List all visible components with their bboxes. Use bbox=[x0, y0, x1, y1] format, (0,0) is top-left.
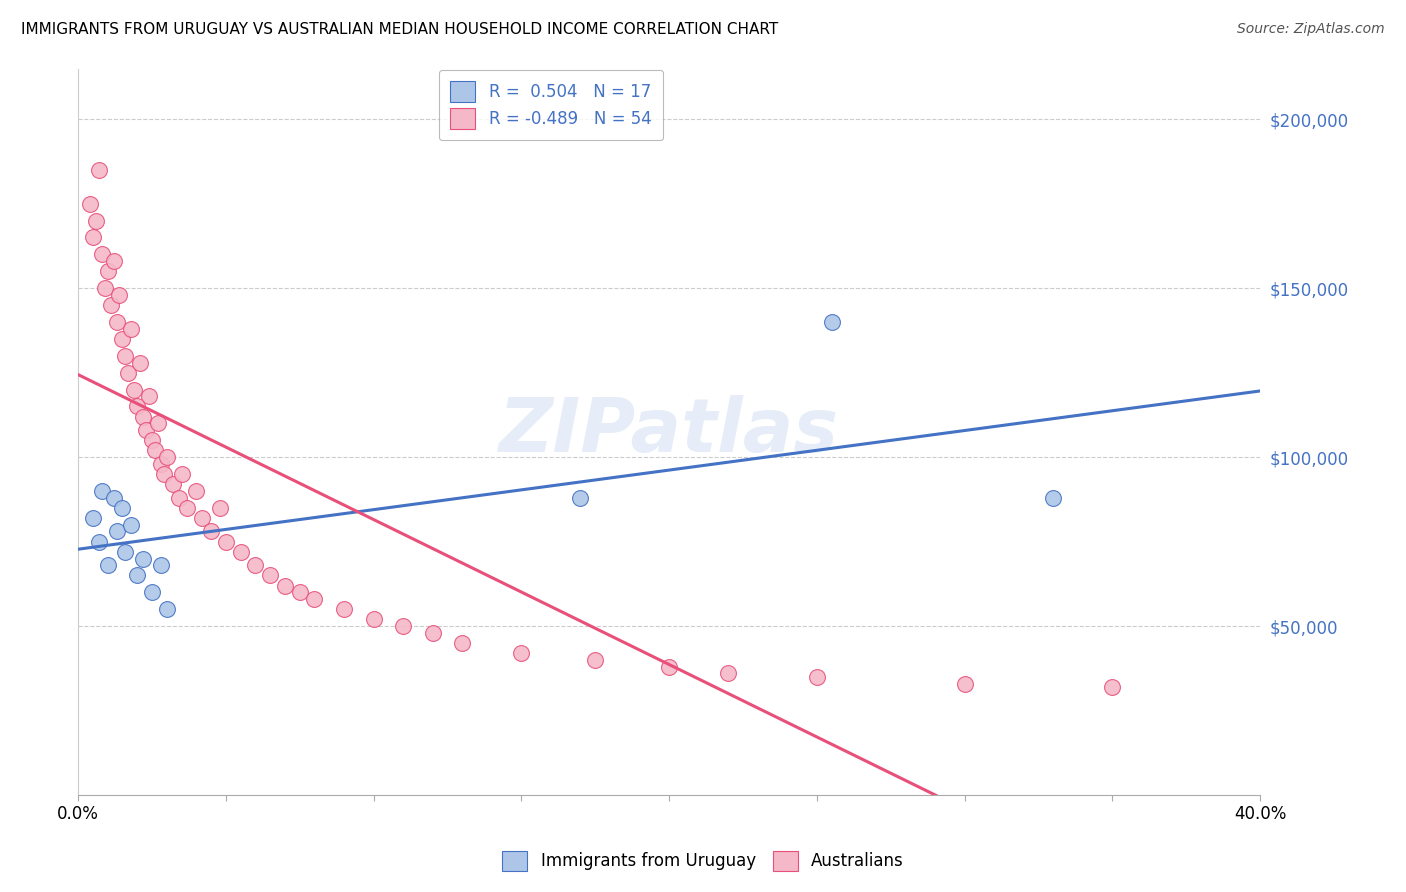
Point bbox=[156, 602, 179, 616]
Point bbox=[392, 619, 415, 633]
Point bbox=[108, 288, 131, 302]
Point bbox=[105, 315, 128, 329]
Point bbox=[135, 423, 157, 437]
Point bbox=[114, 545, 136, 559]
Point bbox=[141, 434, 163, 448]
Point bbox=[288, 585, 311, 599]
Point bbox=[84, 213, 107, 227]
Point bbox=[111, 332, 134, 346]
Point bbox=[143, 443, 166, 458]
Point bbox=[87, 162, 110, 177]
Text: IMMIGRANTS FROM URUGUAY VS AUSTRALIAN MEDIAN HOUSEHOLD INCOME CORRELATION CHART: IMMIGRANTS FROM URUGUAY VS AUSTRALIAN ME… bbox=[21, 22, 779, 37]
Point bbox=[162, 477, 184, 491]
Point bbox=[717, 666, 740, 681]
Point bbox=[105, 524, 128, 539]
Point bbox=[90, 247, 112, 261]
Point bbox=[93, 281, 115, 295]
Point bbox=[451, 636, 474, 650]
Point bbox=[191, 511, 214, 525]
Point bbox=[363, 612, 385, 626]
Point bbox=[167, 491, 190, 505]
Point bbox=[103, 254, 125, 268]
Point bbox=[186, 483, 208, 498]
Point bbox=[149, 558, 172, 573]
Point bbox=[132, 551, 155, 566]
Point bbox=[146, 417, 169, 431]
Point bbox=[953, 676, 976, 690]
Point bbox=[274, 578, 297, 592]
Point bbox=[170, 467, 193, 481]
Text: Source: ZipAtlas.com: Source: ZipAtlas.com bbox=[1237, 22, 1385, 37]
Point bbox=[259, 568, 281, 582]
Point bbox=[127, 400, 149, 414]
Point bbox=[79, 196, 101, 211]
Legend: R =  0.504   N = 17, R = -0.489   N = 54: R = 0.504 N = 17, R = -0.489 N = 54 bbox=[439, 70, 664, 140]
Text: ZIPatlas: ZIPatlas bbox=[499, 395, 839, 468]
Point bbox=[1101, 680, 1123, 694]
Point bbox=[82, 511, 104, 525]
Point bbox=[820, 315, 842, 329]
Legend: Immigrants from Uruguay, Australians: Immigrants from Uruguay, Australians bbox=[494, 842, 912, 880]
Point bbox=[100, 298, 122, 312]
Point bbox=[153, 467, 176, 481]
Point bbox=[97, 264, 120, 278]
Point bbox=[138, 389, 160, 403]
Point bbox=[90, 483, 112, 498]
Point bbox=[82, 230, 104, 244]
Point bbox=[583, 653, 606, 667]
Point bbox=[97, 558, 120, 573]
Point bbox=[229, 545, 252, 559]
Point bbox=[208, 500, 231, 515]
Point bbox=[141, 585, 163, 599]
Point bbox=[510, 646, 533, 660]
Point bbox=[200, 524, 222, 539]
Point bbox=[117, 366, 139, 380]
Point bbox=[304, 592, 326, 607]
Point bbox=[87, 534, 110, 549]
Point bbox=[569, 491, 592, 505]
Point bbox=[129, 355, 152, 369]
Point bbox=[1042, 491, 1064, 505]
Point bbox=[245, 558, 267, 573]
Point bbox=[132, 409, 155, 424]
Point bbox=[215, 534, 238, 549]
Point bbox=[120, 517, 142, 532]
Point bbox=[806, 670, 828, 684]
Point bbox=[127, 568, 149, 582]
Point bbox=[422, 625, 444, 640]
Point bbox=[333, 602, 356, 616]
Point bbox=[658, 659, 681, 673]
Point bbox=[103, 491, 125, 505]
Point bbox=[114, 349, 136, 363]
Point bbox=[156, 450, 179, 464]
Point bbox=[111, 500, 134, 515]
Point bbox=[149, 457, 172, 471]
Point bbox=[120, 322, 142, 336]
Point bbox=[176, 500, 198, 515]
Point bbox=[122, 383, 145, 397]
